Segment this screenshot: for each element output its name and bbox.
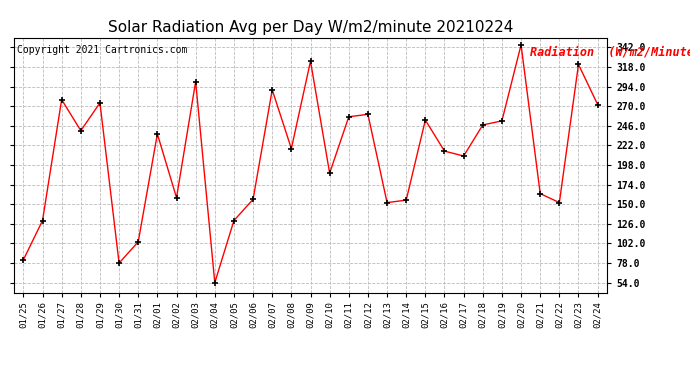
Text: Copyright 2021 Cartronics.com: Copyright 2021 Cartronics.com <box>17 45 187 55</box>
Title: Solar Radiation Avg per Day W/m2/minute 20210224: Solar Radiation Avg per Day W/m2/minute … <box>108 20 513 35</box>
Text: Radiation  (W/m2/Minute): Radiation (W/m2/Minute) <box>530 45 690 58</box>
